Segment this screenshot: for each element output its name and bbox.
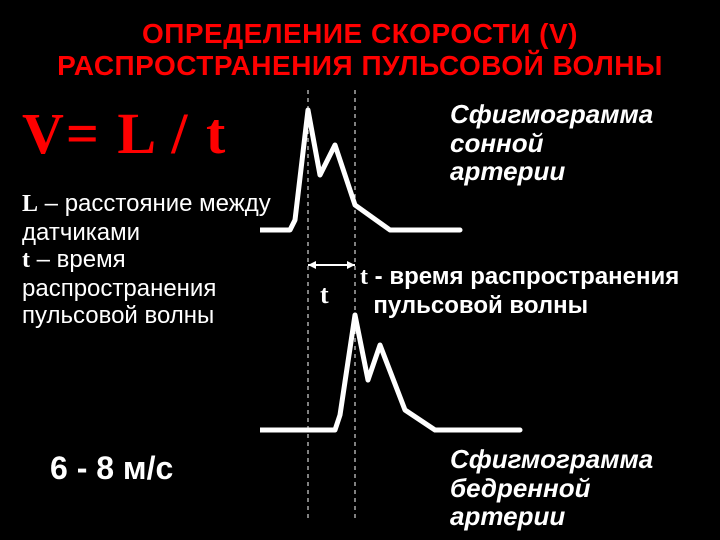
main-title: ОПРЕДЕЛЕНИЕ СКОРОСТИ (V) РАСПРОСТРАНЕНИЯ…	[0, 0, 720, 82]
t-arrow-right	[347, 261, 355, 269]
carotid-wave	[260, 110, 460, 230]
L-def: – расстояние между датчиками	[22, 190, 271, 246]
title-line-2: РАСПРОСТРАНЕНИЯ ПУЛЬСОВОЙ ВОЛНЫ	[0, 50, 720, 82]
L-symbol: L	[22, 191, 38, 217]
femoral-wave	[260, 315, 520, 430]
wave-diagram	[260, 90, 710, 520]
title-line-1: ОПРЕДЕЛЕНИЕ СКОРОСТИ (V)	[0, 18, 720, 50]
velocity-value: 6 - 8 м/с	[50, 450, 173, 487]
t-symbol: t	[22, 247, 30, 273]
definitions-block: L – расстояние между датчиками t – время…	[22, 190, 272, 330]
t-arrow-left	[308, 261, 316, 269]
formula: V= L / t	[22, 100, 227, 167]
t-def: – время распространения пульсовой волны	[22, 246, 216, 329]
